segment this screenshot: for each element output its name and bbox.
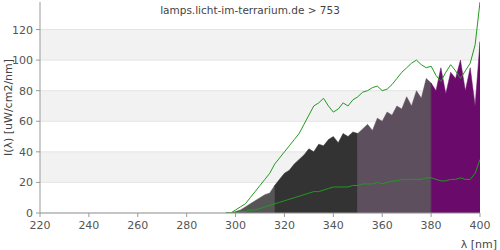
x-tick-label: 260: [127, 219, 148, 232]
x-tick-label: 380: [421, 219, 442, 232]
y-tick-label: 120: [12, 24, 33, 37]
grid-line: [40, 29, 480, 30]
y-tick-label: 80: [19, 85, 33, 98]
grid-band: [40, 30, 480, 61]
y-tick-label: 100: [12, 54, 33, 67]
y-tick: [36, 90, 40, 91]
y-tick-label: 20: [19, 176, 33, 189]
grid-line: [40, 90, 480, 91]
x-tick: [431, 213, 432, 217]
y-tick: [36, 182, 40, 183]
x-tick-label: 320: [274, 219, 295, 232]
x-tick: [88, 213, 89, 217]
x-tick-label: 220: [30, 219, 51, 232]
x-tick-label: 300: [225, 219, 246, 232]
y-tick-label: 40: [19, 146, 33, 159]
x-tick-label: 400: [470, 219, 491, 232]
spectrum-area: [358, 78, 431, 213]
axes: 0204060801001202202402602803003203403603…: [12, 2, 491, 232]
plot-marks: [226, 2, 480, 213]
x-axis-label: λ [nm]: [461, 238, 497, 250]
y-tick: [36, 151, 40, 152]
title: lamps.licht-im-terrarium.de > 753: [160, 4, 340, 16]
x-tick-label: 340: [323, 219, 344, 232]
x-tick: [382, 213, 383, 217]
x-tick: [186, 213, 187, 217]
y-tick: [36, 29, 40, 30]
y-axis-line: [40, 2, 41, 213]
x-tick: [235, 213, 236, 217]
envelope-line: [226, 2, 480, 213]
x-tick-label: 360: [372, 219, 393, 232]
y-tick: [36, 213, 40, 214]
y-tick: [36, 60, 40, 61]
x-tick: [284, 213, 285, 217]
y-axis-label: I(λ) [uW/cm2/nm]: [2, 59, 15, 156]
x-tick: [480, 213, 481, 217]
x-tick: [137, 213, 138, 217]
x-tick-label: 280: [176, 219, 197, 232]
y-tick-label: 60: [19, 115, 33, 128]
chart: 0204060801001202202402602803003203403603…: [0, 0, 500, 250]
spectrum-area: [275, 132, 358, 213]
envelope-line: [226, 159, 480, 213]
x-axis-line: [40, 213, 480, 214]
x-tick: [333, 213, 334, 217]
x-tick: [40, 213, 41, 217]
y-tick: [36, 121, 40, 122]
grid-line: [40, 213, 480, 214]
spectrum-area: [226, 185, 275, 213]
spectrum-area: [431, 42, 480, 213]
x-tick-label: 240: [78, 219, 99, 232]
grid-line: [40, 60, 480, 61]
